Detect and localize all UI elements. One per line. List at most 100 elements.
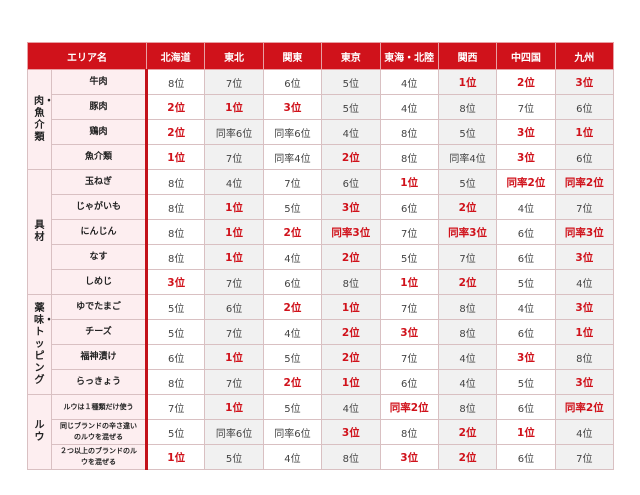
rank-cell: 5位: [145, 419, 206, 445]
rank-cell: 5位: [496, 369, 556, 395]
rank-cell: 同率6位: [204, 119, 264, 145]
rank-cell: 2位: [262, 369, 323, 395]
rank-cell: 3位: [379, 319, 439, 345]
rank-cell: 1位: [145, 444, 206, 470]
rank-cell: 5位: [262, 344, 323, 370]
header-row: エリア名 北海道 東北 関東 東京 東海・北陸 関西 中四国 九州: [27, 42, 615, 70]
rank-cell: 1位: [145, 144, 206, 170]
item-label: らっきょう: [51, 369, 148, 395]
rank-cell: 2位: [496, 69, 556, 95]
group-label-text: 薬味・トッピング: [34, 302, 54, 386]
rank-cell: 3位: [554, 69, 615, 95]
group-label-text: 具材: [34, 220, 45, 243]
rank-cell: 4位: [437, 344, 498, 370]
rank-cell: 同率6位: [262, 119, 323, 145]
rank-cell: 1位: [321, 294, 381, 320]
rank-cell: 5位: [321, 69, 381, 95]
group-label: 肉・魚介類: [27, 69, 54, 170]
item-label: ゆでたまご: [51, 294, 148, 320]
region-header: 関東: [262, 42, 323, 70]
rank-cell: 3位: [321, 194, 381, 220]
rank-cell: 1位: [321, 369, 381, 395]
table-row: にんじん 8位 1位 2位 同率3位 7位 同率3位 6位 同率3位: [28, 219, 615, 245]
rank-cell: 5位: [204, 444, 264, 470]
rank-cell: 1位: [496, 419, 556, 445]
table-row: 肉・魚介類 牛肉 8位 7位 6位 5位 4位 1位 2位 3位: [27, 69, 615, 170]
rank-cell: 1位: [379, 269, 439, 295]
rank-cell: 2位: [321, 244, 381, 270]
rank-cell: 4位: [554, 419, 615, 445]
rank-cell: 1位: [204, 94, 264, 120]
rank-cell: 1位: [204, 394, 264, 420]
rank-cell: 8位: [379, 419, 439, 445]
rank-cell: 5位: [379, 244, 439, 270]
rank-cell: 6位: [379, 194, 439, 220]
item-label: じゃがいも: [51, 194, 148, 220]
rank-cell: 2位: [437, 444, 498, 470]
item-label: 玉ねぎ: [51, 169, 148, 195]
rank-cell: 同率2位: [379, 394, 439, 420]
table-row: 薬味・トッピング ゆでたまご 5位 6位 2位 1位 7位 8位 4位 3位: [27, 294, 615, 395]
rank-cell: 4位: [437, 369, 498, 395]
region-header: 中四国: [496, 42, 556, 70]
table-row: 鶏肉 2位 同率6位 同率6位 4位 8位 5位 3位 1位: [28, 119, 615, 145]
rank-cell: 1位: [204, 219, 264, 245]
rank-cell: 1位: [204, 244, 264, 270]
region-header: 東北: [204, 42, 264, 70]
rank-cell: 4位: [379, 94, 439, 120]
item-label: 同じブランドの辛さ違いのルウを混ぜる: [51, 419, 148, 445]
table-row: チーズ 5位 7位 4位 2位 3位 8位 6位 1位: [28, 319, 615, 345]
rank-cell: 5位: [496, 269, 556, 295]
table-row: らっきょう 8位 7位 2位 1位 6位 4位 5位 3位: [28, 369, 615, 395]
rank-cell: 8位: [145, 169, 206, 195]
table-row: 福神漬け 6位 1位 5位 2位 7位 4位 3位 8位: [28, 344, 615, 370]
rank-cell: 5位: [321, 94, 381, 120]
rank-cell: 8位: [437, 94, 498, 120]
rank-cell: 6位: [204, 294, 264, 320]
rank-cell: 4位: [262, 444, 323, 470]
rank-cell: 8位: [145, 194, 206, 220]
group-label: 薬味・トッピング: [27, 294, 54, 395]
rank-cell: 8位: [145, 69, 206, 95]
rank-cell: 8位: [437, 394, 498, 420]
rank-cell: 7位: [437, 244, 498, 270]
rank-cell: 8位: [437, 319, 498, 345]
item-label: 豚肉: [51, 94, 148, 120]
region-header: 東京: [321, 42, 381, 70]
table-row: 同じブランドの辛さ違いのルウを混ぜる 5位 同率6位 同率6位 3位 8位 2位 1位 4位: [28, 419, 615, 445]
rank-cell: 1位: [204, 344, 264, 370]
group-label: ルウ: [27, 394, 52, 470]
ranking-table: エリア名 北海道 東北 関東 東京 東海・北陸 関西 中四国 九州 肉・魚介類 牛肉 8位 7位 6位…: [27, 42, 615, 470]
rank-cell: 7位: [379, 344, 439, 370]
table-row: ルウ ルウは１種類だけ使う 7位 1位 5位 4位 同率2位 8位 6位 同率2位: [27, 394, 615, 470]
rank-cell: 1位: [379, 169, 439, 195]
rank-cell: 4位: [379, 69, 439, 95]
table-row: しめじ 3位 7位 6位 8位 1位 2位 5位 4位: [28, 269, 615, 295]
rank-cell: 同率2位: [554, 169, 615, 195]
rank-cell: 7位: [379, 294, 439, 320]
group-label: 具材: [27, 169, 52, 295]
rank-cell: 3位: [321, 419, 381, 445]
item-label: 福神漬け: [51, 344, 148, 370]
rank-cell: 7位: [262, 169, 323, 195]
group-label-text: ルウ: [34, 420, 45, 443]
table-row: 魚介類 1位 7位 同率4位 2位 8位 同率4位 3位 6位: [28, 144, 615, 170]
rank-cell: 3位: [496, 119, 556, 145]
rank-cell: 同率2位: [496, 169, 556, 195]
rank-cell: 6位: [496, 319, 556, 345]
rank-cell: 7位: [554, 194, 615, 220]
rank-cell: 8位: [145, 244, 206, 270]
rank-cell: 4位: [554, 269, 615, 295]
rank-cell: 6位: [496, 244, 556, 270]
region-header: 九州: [554, 42, 615, 70]
table-row: 具材 玉ねぎ 8位 4位 7位 6位 1位 5位 同率2位 同率2位: [27, 169, 615, 295]
rank-cell: 同率4位: [437, 144, 498, 170]
rank-cell: 同率2位: [554, 394, 615, 420]
rank-cell: 6位: [554, 144, 615, 170]
rank-cell: 1位: [554, 319, 615, 345]
region-header: 関西: [437, 42, 498, 70]
rank-cell: 2位: [437, 419, 498, 445]
rank-cell: 6位: [554, 94, 615, 120]
rank-cell: 6位: [262, 269, 323, 295]
rank-cell: 4位: [496, 294, 556, 320]
